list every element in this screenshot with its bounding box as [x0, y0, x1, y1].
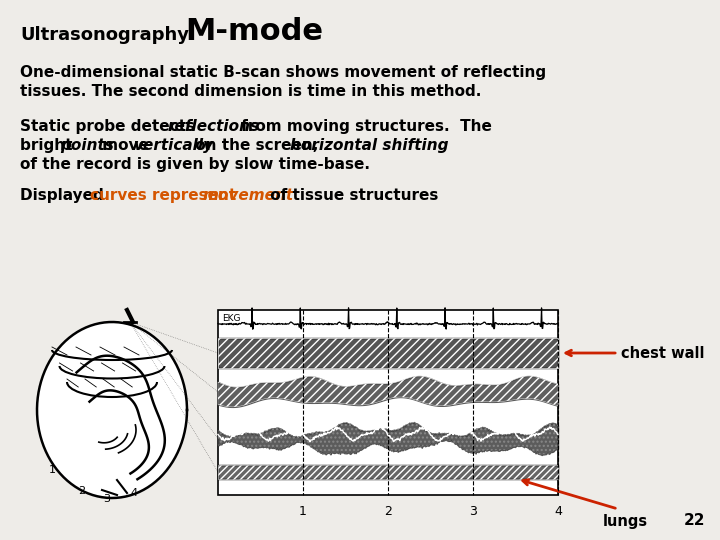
Text: on the screen,: on the screen,	[190, 138, 323, 153]
Text: M-mode: M-mode	[185, 17, 323, 46]
Text: of tissue structures: of tissue structures	[265, 188, 438, 203]
Text: 3: 3	[104, 494, 110, 504]
Bar	[218, 338, 558, 368]
Text: 2: 2	[384, 505, 392, 518]
Text: 2: 2	[78, 486, 86, 496]
Text: One-dimensional static B-scan shows movement of reflecting: One-dimensional static B-scan shows move…	[20, 65, 546, 80]
Text: bright: bright	[20, 138, 78, 153]
Text: EKG: EKG	[222, 314, 240, 323]
Text: tissues. The second dimension is time in this method.: tissues. The second dimension is time in…	[20, 84, 482, 99]
Bar	[218, 338, 558, 368]
Text: 4: 4	[130, 488, 138, 498]
Text: 3: 3	[469, 505, 477, 518]
Text: of the record is given by slow time-base.: of the record is given by slow time-base…	[20, 157, 370, 172]
Bar	[218, 465, 558, 479]
Text: Displayed: Displayed	[20, 188, 109, 203]
Bar	[218, 465, 558, 479]
Text: 1: 1	[299, 505, 307, 518]
Text: Static probe detects: Static probe detects	[20, 119, 200, 134]
Text: move: move	[97, 138, 154, 153]
Text: 4: 4	[554, 505, 562, 518]
Text: chest wall: chest wall	[621, 346, 704, 361]
Text: points: points	[60, 138, 114, 153]
Text: 1: 1	[48, 465, 55, 475]
Bar	[218, 310, 558, 495]
Text: Ultrasonography: Ultrasonography	[20, 26, 189, 44]
Text: lungs: lungs	[603, 514, 648, 529]
Text: from moving structures.  The: from moving structures. The	[236, 119, 492, 134]
Text: vertically: vertically	[133, 138, 213, 153]
Text: curves represent: curves represent	[90, 188, 241, 203]
Text: horizontal shifting: horizontal shifting	[290, 138, 449, 153]
Text: 22: 22	[683, 513, 705, 528]
Polygon shape	[37, 322, 187, 498]
Text: movement: movement	[203, 188, 294, 203]
Text: reflections: reflections	[168, 119, 260, 134]
